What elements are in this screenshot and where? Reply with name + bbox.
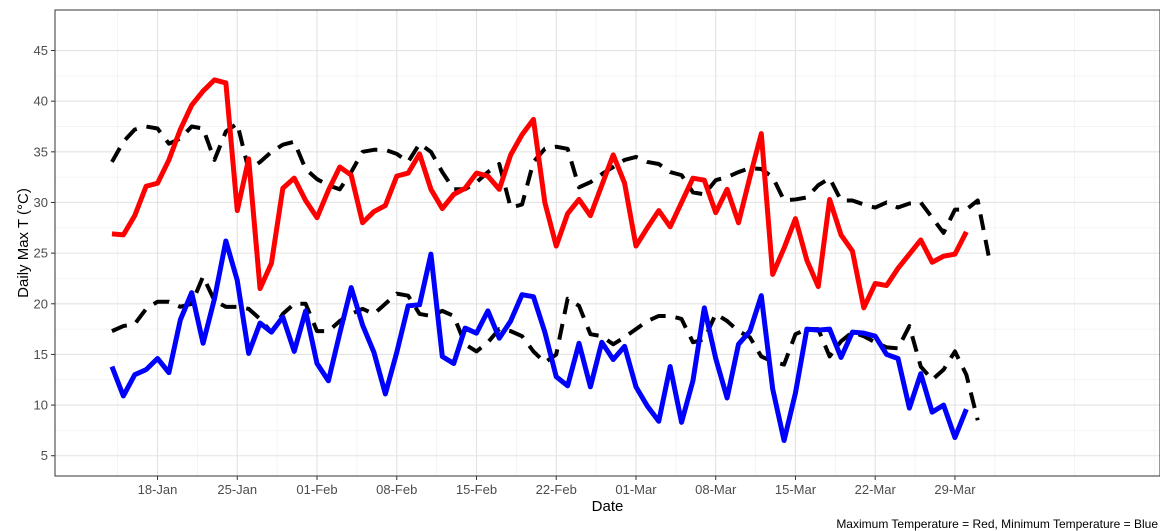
x-axis: 18-Jan 25-Jan 01-Feb 08-Feb 15-Feb 22-Feb 01-M… (138, 476, 976, 497)
panel-border (54, 9, 1160, 477)
y-axis-title: Daily Max T (°C) (15, 188, 32, 298)
y-tick-label: 35 (34, 144, 48, 159)
y-tick-label: 25 (34, 246, 48, 261)
x-tick-label: 22-Mar (855, 482, 897, 497)
y-tick-label: 20 (34, 296, 48, 311)
x-tick-label: 18-Jan (138, 482, 178, 497)
x-tick-label: 29-Mar (934, 482, 976, 497)
x-tick-label: 08-Mar (695, 482, 737, 497)
y-tick-label: 10 (34, 398, 48, 413)
y-tick-label: 15 (34, 347, 48, 362)
y-axis: 5 10 15 20 25 30 35 40 45 (34, 43, 55, 463)
series-line-2 (111, 274, 980, 421)
y-tick-label: 45 (34, 43, 48, 58)
x-tick-label: 15-Feb (456, 482, 497, 497)
series-line-3 (111, 77, 969, 311)
y-tick-label: 40 (34, 94, 48, 109)
x-tick-label: 15-Mar (775, 482, 817, 497)
x-tick-label: 01-Feb (296, 482, 337, 497)
x-tick-label: 22-Feb (536, 482, 577, 497)
series-line-4 (109, 238, 969, 444)
x-axis-title: Date (592, 498, 624, 515)
series-line-1 (110, 121, 992, 259)
y-tick-label: 5 (41, 448, 48, 463)
x-tick-label: 25-Jan (217, 482, 257, 497)
x-tick-label: 01-Mar (615, 482, 657, 497)
x-tick-label: 08-Feb (376, 482, 417, 497)
y-tick-label: 30 (34, 195, 48, 210)
series-layer (109, 77, 992, 444)
chart-caption: Maximum Temperature = Red, Minimum Tempe… (836, 517, 1158, 531)
